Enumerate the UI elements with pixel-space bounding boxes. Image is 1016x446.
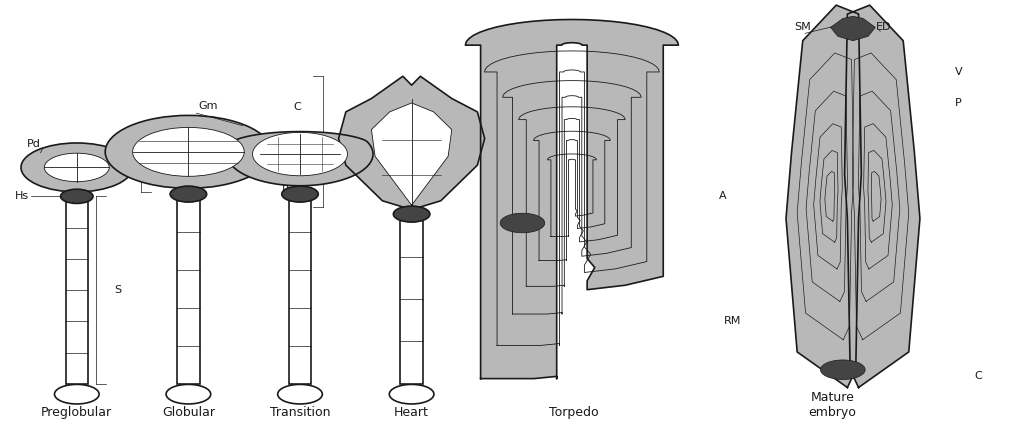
- Text: P: P: [954, 98, 961, 108]
- Text: V: V: [954, 67, 962, 77]
- Polygon shape: [253, 132, 347, 176]
- Text: RM: RM: [724, 316, 742, 326]
- Circle shape: [393, 206, 430, 222]
- Circle shape: [500, 213, 545, 233]
- Polygon shape: [338, 76, 485, 210]
- Circle shape: [133, 128, 244, 176]
- Text: SM: SM: [793, 22, 811, 32]
- Text: Pd: Pd: [26, 139, 41, 149]
- Polygon shape: [786, 5, 862, 388]
- Polygon shape: [465, 20, 679, 379]
- Text: Globular: Globular: [162, 405, 215, 419]
- Circle shape: [821, 360, 866, 380]
- Text: Mature
embryo: Mature embryo: [809, 391, 856, 419]
- Text: Hs: Hs: [15, 191, 29, 201]
- Text: ED: ED: [876, 22, 891, 32]
- Text: Heart: Heart: [394, 405, 429, 419]
- Text: A: A: [718, 191, 726, 201]
- Circle shape: [277, 384, 322, 404]
- Text: C: C: [974, 372, 982, 381]
- Circle shape: [281, 186, 318, 202]
- Bar: [400, 214, 423, 384]
- Circle shape: [389, 384, 434, 404]
- Polygon shape: [372, 103, 452, 205]
- Circle shape: [21, 143, 133, 192]
- Text: Preglobular: Preglobular: [42, 405, 113, 419]
- Polygon shape: [227, 132, 373, 186]
- Circle shape: [106, 116, 271, 188]
- Text: Gm: Gm: [198, 101, 218, 111]
- Text: EP: EP: [120, 162, 133, 173]
- Bar: [177, 194, 199, 384]
- Circle shape: [166, 384, 210, 404]
- Text: S: S: [115, 285, 122, 295]
- Circle shape: [55, 384, 100, 404]
- Circle shape: [45, 153, 110, 182]
- Polygon shape: [844, 5, 919, 388]
- Text: Transition: Transition: [270, 405, 330, 419]
- Polygon shape: [831, 16, 876, 41]
- Text: C: C: [294, 103, 301, 112]
- Circle shape: [61, 189, 93, 203]
- Text: Torpedo: Torpedo: [549, 405, 598, 419]
- Bar: [66, 196, 88, 384]
- Circle shape: [170, 186, 206, 202]
- Text: Pc: Pc: [281, 185, 295, 194]
- Bar: [289, 194, 311, 384]
- Text: A: A: [294, 168, 301, 178]
